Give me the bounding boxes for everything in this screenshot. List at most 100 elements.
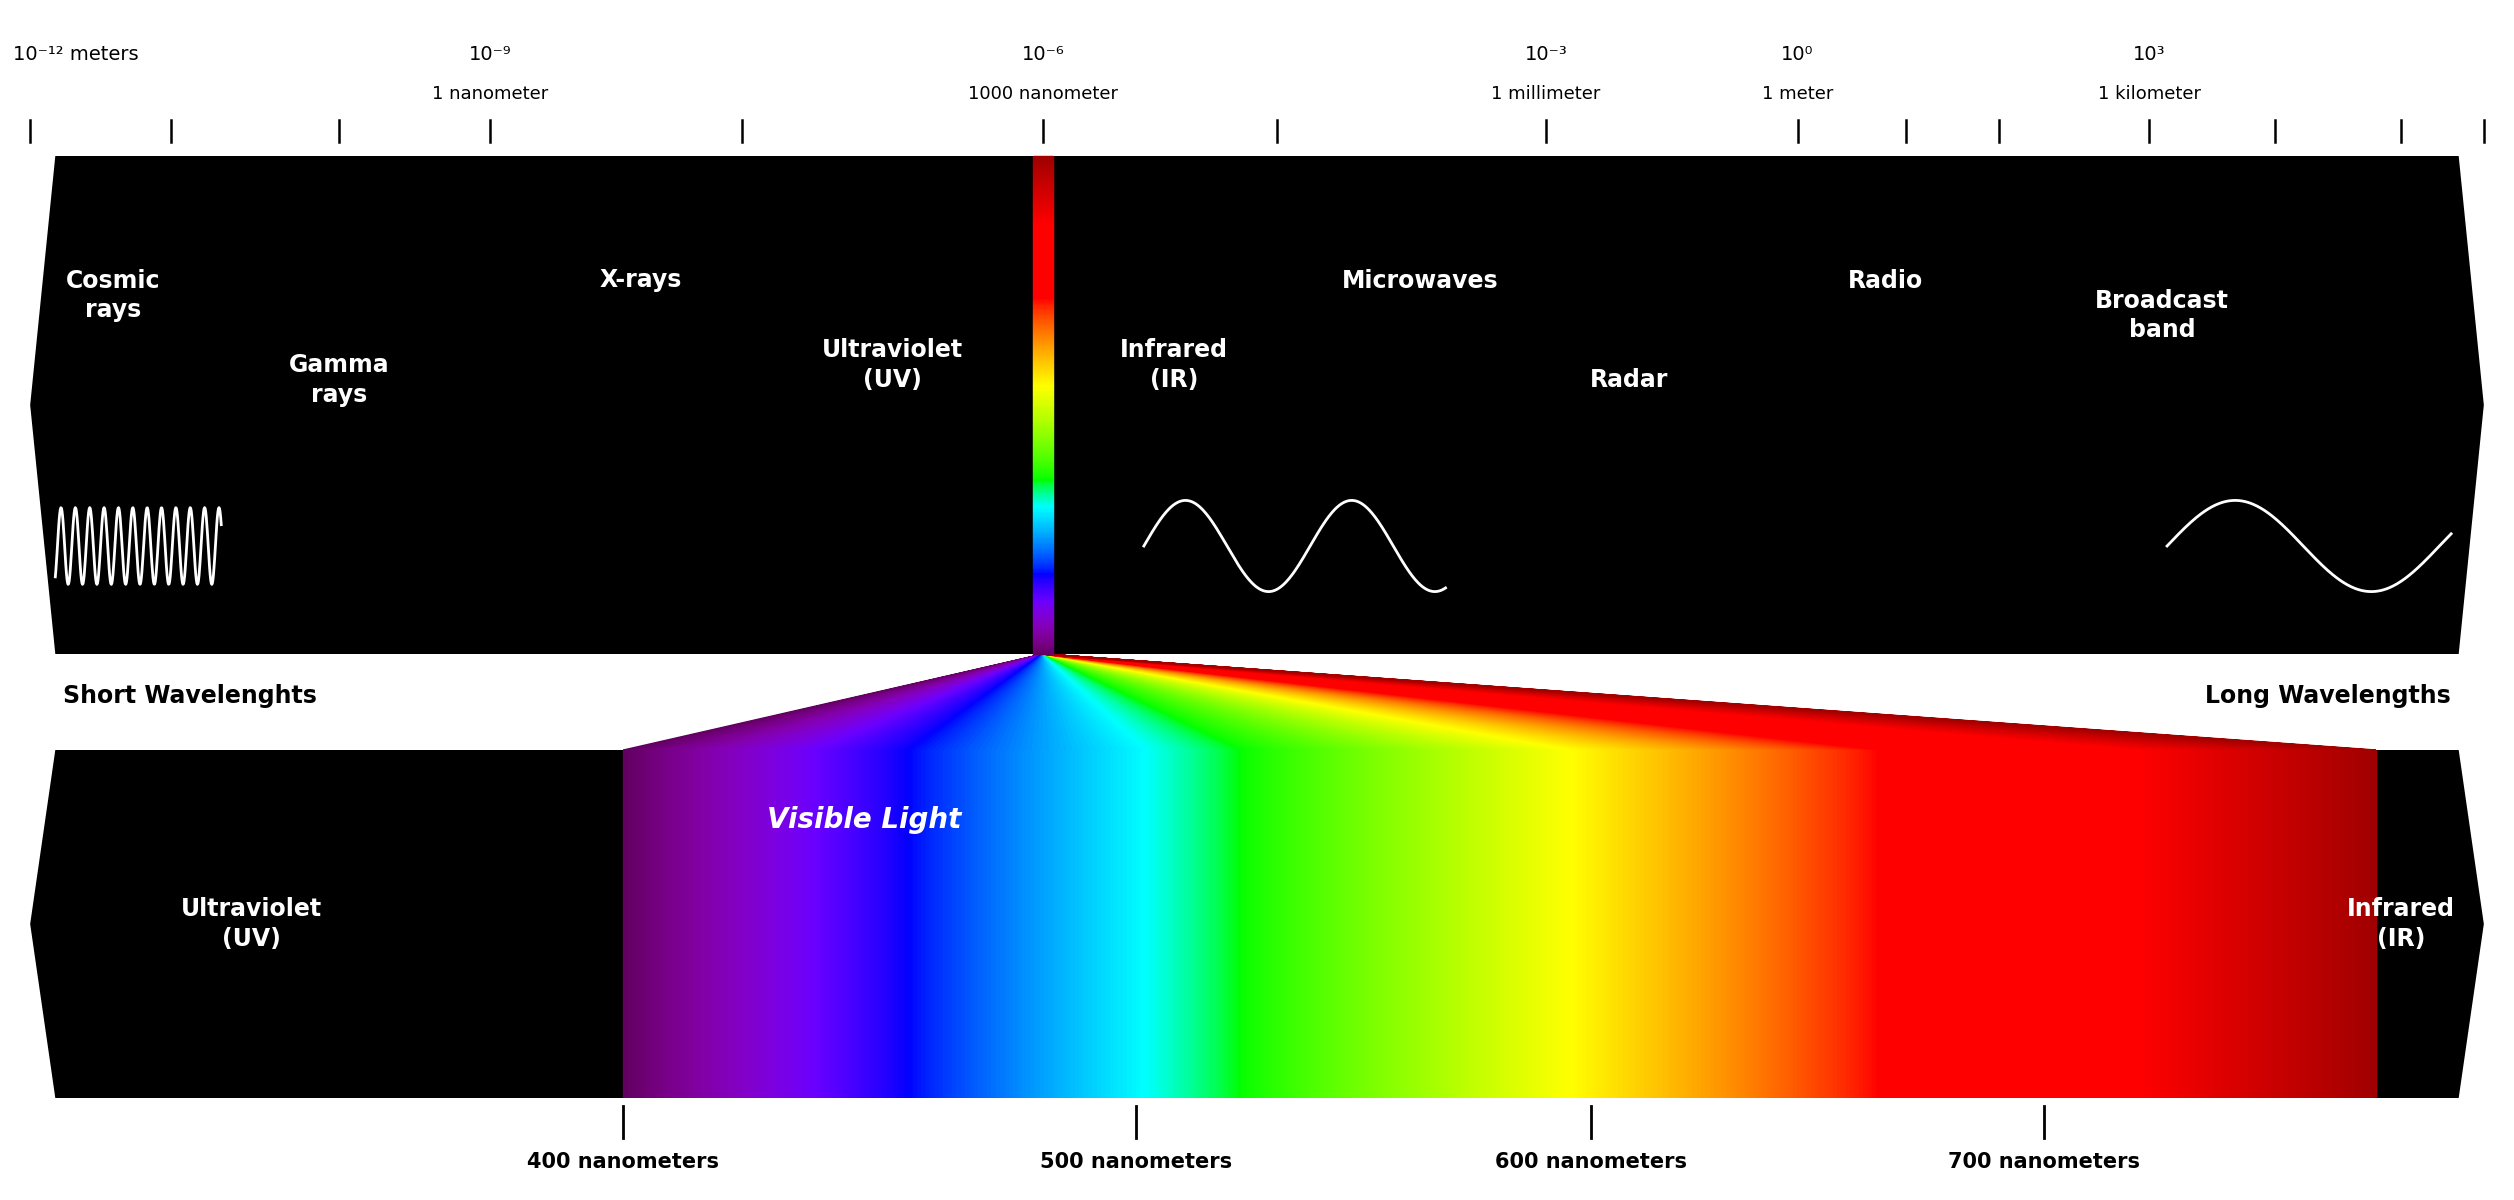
Bar [953,750,955,1098]
Bar [820,750,825,1098]
Bar [659,750,664,1098]
Polygon shape [1043,654,2044,750]
Bar [1033,548,1053,550]
Polygon shape [1043,654,2371,750]
Bar [1420,750,1425,1098]
Bar [1079,750,1084,1098]
Bar [1363,750,1368,1098]
Polygon shape [945,654,1043,750]
Bar [1033,556,1053,557]
Polygon shape [1043,654,1441,750]
Bar [1033,156,1053,157]
Bar [1033,536,1053,539]
Bar [1033,474,1053,475]
Polygon shape [1043,654,1325,750]
Bar [1503,750,1508,1098]
Polygon shape [711,654,1043,750]
Bar [1144,750,1149,1098]
Bar [1033,457,1053,458]
Bar [1792,750,1798,1098]
Bar [1033,487,1053,488]
Polygon shape [1043,654,2154,750]
Bar [1928,750,1933,1098]
Bar [1033,593,1053,594]
Polygon shape [892,654,1043,750]
Bar [1033,503,1053,504]
Polygon shape [1043,654,1669,750]
Bar [1033,576,1053,577]
Bar [1963,750,1968,1098]
Bar [1033,612,1053,613]
Bar [1066,750,1071,1098]
Bar [1033,532,1053,533]
Bar [1033,385,1053,386]
Bar [1033,262,1053,263]
Bar [978,750,983,1098]
Bar [1033,299,1053,300]
Polygon shape [1043,654,2293,750]
Bar [1033,586,1053,587]
Polygon shape [1043,654,1061,750]
Bar [1355,750,1360,1098]
Bar [1033,642,1053,643]
Bar [1415,750,1420,1098]
Bar [1732,750,1737,1098]
Bar [1033,290,1053,292]
Bar [1033,502,1053,503]
Bar [1991,750,1994,1098]
Bar [1033,518,1053,520]
Bar [1033,342,1053,343]
Bar [1033,310,1053,311]
Polygon shape [1043,654,1546,750]
Bar [1033,264,1053,265]
Bar [1684,750,1687,1098]
Bar [1312,750,1315,1098]
Bar [1033,491,1053,492]
Bar [1033,630,1053,631]
Bar [2021,750,2026,1098]
Bar [807,750,812,1098]
Bar [1033,331,1053,332]
Bar [1033,451,1053,452]
Bar [1033,230,1053,232]
Polygon shape [897,654,1043,750]
Bar [1033,366,1053,367]
Polygon shape [1043,654,1611,750]
Bar [1679,750,1684,1098]
Bar [724,750,729,1098]
Bar [1823,750,1828,1098]
Polygon shape [722,654,1043,750]
Bar [1033,383,1053,384]
Bar [1033,550,1053,551]
Polygon shape [1008,654,1043,750]
Bar [1033,439,1053,440]
Bar [1652,750,1657,1098]
Text: 400 nanometers: 400 nanometers [528,1152,719,1172]
Bar [1033,508,1053,509]
Bar [1033,214,1053,215]
Polygon shape [1043,654,1697,750]
Polygon shape [1043,654,1523,750]
Bar [1033,188,1053,190]
Bar [666,750,671,1098]
Bar [2222,750,2227,1098]
Bar [1033,523,1053,524]
Bar [925,750,930,1098]
Bar [1285,750,1290,1098]
Text: 10⁻⁹: 10⁻⁹ [470,44,510,64]
Polygon shape [1043,654,1576,750]
Polygon shape [1043,654,2009,750]
Polygon shape [1043,654,1466,750]
Bar [1033,604,1053,606]
Bar [729,750,734,1098]
Bar [1033,504,1053,506]
Bar [664,750,666,1098]
Bar [2323,750,2328,1098]
Bar [1033,598,1053,599]
Bar [1033,304,1053,305]
Polygon shape [1043,654,1785,750]
Polygon shape [835,654,1043,750]
Polygon shape [1043,654,1302,750]
Bar [1033,587,1053,588]
Bar [1033,376,1053,377]
